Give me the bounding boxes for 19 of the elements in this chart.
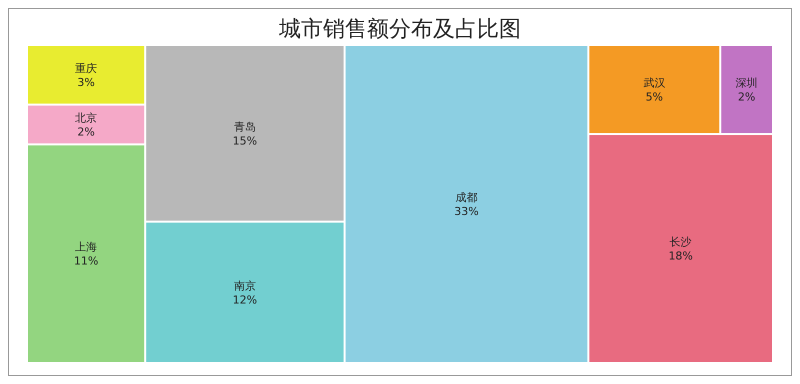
data-label: 2% [738, 90, 756, 104]
category-label: 成都 [455, 191, 478, 204]
category-label: 深圳 [736, 76, 758, 90]
data-label: 5% [646, 90, 664, 104]
text: 城市销售额分布及占比图 [278, 17, 521, 42]
category-label: 长沙 [670, 236, 692, 249]
category-label: 青岛 [234, 120, 256, 134]
data-label: 3% [77, 76, 95, 89]
category-label: 南京 [234, 279, 256, 292]
data-label: 18% [668, 250, 693, 263]
data-label: 2% [77, 126, 95, 138]
data-label: 15% [232, 134, 258, 148]
category-label: 北京 [75, 112, 98, 124]
data-label: 33% [454, 205, 479, 218]
data-label: 12% [232, 293, 258, 306]
category-label: 重庆 [75, 62, 98, 75]
data-label: 11% [74, 254, 98, 268]
category-label: 武汉 [643, 76, 666, 90]
category-label: 上海 [75, 240, 98, 254]
